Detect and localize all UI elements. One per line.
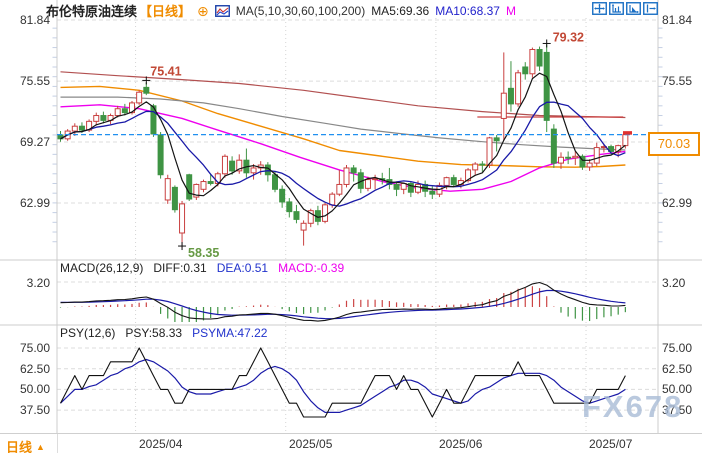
date-label-1: 2025/05: [289, 437, 333, 451]
zoom-out-chart-icon[interactable]: [626, 2, 641, 15]
psy-ytick-left-2: 50.00: [19, 382, 50, 396]
symbol-title: 布伦特原油连续: [46, 4, 138, 19]
psy-ytick-left-0: 75.00: [19, 341, 50, 355]
ma10-value: MA10:68.37: [435, 3, 500, 18]
macd-diff-value: DIFF:0.31: [153, 261, 207, 275]
psy-label-row: PSY(12,6) PSY:58.33 PSYMA:47.22: [60, 326, 267, 340]
y-tick-left-3: 62.99: [19, 196, 50, 210]
move-crosshair-icon[interactable]: [592, 2, 607, 15]
date-label-0: 2025/04: [139, 437, 183, 451]
y-tick-right-2: 62.99: [662, 196, 693, 210]
svg-text:75.41: 75.41: [150, 64, 181, 78]
date-label-2: 2025/06: [439, 437, 483, 451]
macd-label-row: MACD(26,12,9) DIFF:0.31 DEA:0.51 MACD:-0…: [60, 261, 344, 275]
y-tick-left-1: 75.55: [19, 74, 50, 88]
last-price-box: 70.03: [648, 132, 700, 156]
psy-value: PSY:58.33: [125, 326, 183, 340]
macd-bar-value: MACD:-0.39: [278, 261, 345, 275]
exit-restore-icon[interactable]: [643, 2, 658, 15]
svg-text:79.32: 79.32: [553, 30, 584, 44]
psyma-value: PSYMA:47.22: [192, 326, 268, 340]
ma5-value: MA5:69.36: [371, 3, 430, 18]
y-tick-left-0: 81.84: [19, 13, 50, 27]
macd-ytick-right: 3.20: [662, 276, 686, 290]
mini-chart-icon[interactable]: [214, 4, 230, 17]
macd-ytick-left: 3.20: [26, 276, 50, 290]
date-label-3: 2025/07: [589, 437, 633, 451]
chart-header: 布伦特原油连续 【日线】 ⊕ MA(5,10,30,60,100,200) MA5…: [46, 1, 516, 20]
psy-ytick-left-3: 37.50: [19, 403, 50, 417]
y-tick-left-2: 69.27: [19, 135, 50, 149]
period-selector[interactable]: 日线 ▲: [6, 437, 45, 453]
period-tag[interactable]: 【日线】: [139, 4, 192, 19]
svg-text:58.35: 58.35: [188, 246, 219, 260]
datebar-separator: [57, 434, 58, 453]
watermark: FX678: [582, 389, 684, 424]
date-axis-bar: 日线 ▲ 2025/04 2025/05 2025/06 2025/07: [0, 433, 702, 453]
triangle-up-icon: ▲: [36, 441, 45, 452]
psy-ytick-left-1: 62.50: [19, 362, 50, 376]
zoom-in-chart-icon[interactable]: [609, 2, 624, 15]
period-label: 日线: [6, 440, 33, 453]
ma30-value-truncated: M: [505, 3, 516, 18]
add-compare-icon[interactable]: ⊕: [197, 2, 209, 19]
macd-dea-value: DEA:0.51: [216, 261, 269, 275]
y-tick-right-1: 75.55: [662, 74, 693, 88]
y-tick-right-0: 81.84: [662, 13, 693, 27]
psy-ytick-right-0: 75.00: [662, 341, 693, 355]
ma-settings-label[interactable]: MA(5,10,30,60,100,200): [235, 3, 366, 18]
psy-ytick-right-2: 50.00: [662, 382, 693, 396]
psy-ytick-right-3: 37.50: [662, 403, 693, 417]
psy-params-label[interactable]: PSY(12,6): [60, 326, 116, 340]
psy-ytick-right-1: 62.50: [662, 362, 693, 376]
chart-toolbar: [592, 2, 658, 15]
macd-params-label[interactable]: MACD(26,12,9): [60, 261, 144, 275]
